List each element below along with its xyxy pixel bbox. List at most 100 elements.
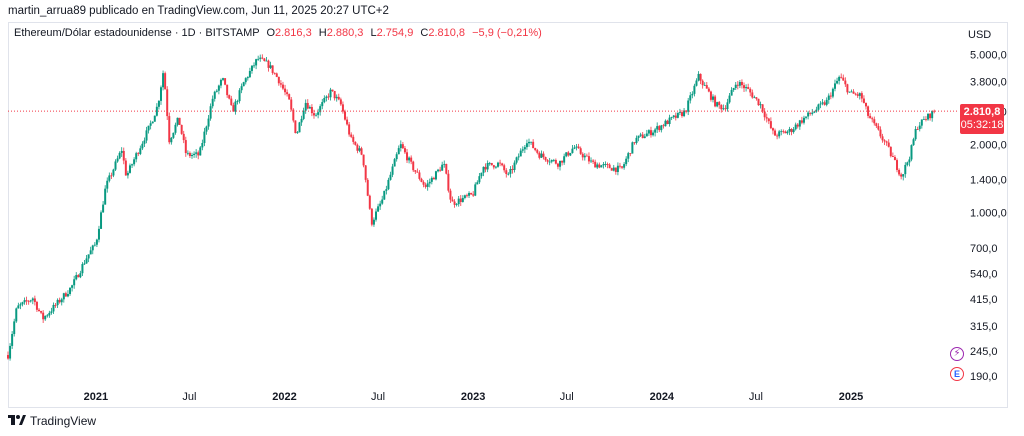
candle-body bbox=[317, 112, 320, 115]
candle-body bbox=[126, 172, 129, 176]
candle-body bbox=[782, 131, 785, 133]
candle-body bbox=[528, 141, 531, 144]
candle-body bbox=[778, 131, 781, 137]
candle-body bbox=[867, 106, 870, 116]
candle-body bbox=[660, 125, 663, 131]
candle-body bbox=[532, 141, 535, 149]
candle-body bbox=[689, 95, 692, 101]
candle-body bbox=[699, 73, 702, 81]
y-tick-label: 190,0 bbox=[970, 371, 998, 383]
candle-body bbox=[406, 152, 409, 161]
candle-body bbox=[468, 192, 471, 196]
candle-body bbox=[224, 78, 227, 85]
candle-body bbox=[279, 83, 282, 85]
candle-body bbox=[879, 129, 882, 137]
candle-body bbox=[410, 157, 413, 162]
candle-body bbox=[354, 141, 357, 145]
y-tick-label: 1.000,0 bbox=[970, 208, 1007, 220]
open-value: 2.816,3 bbox=[275, 27, 312, 39]
candle-body bbox=[230, 98, 233, 106]
candle-body bbox=[33, 298, 36, 302]
candle-body bbox=[242, 82, 245, 87]
candle-body bbox=[455, 204, 458, 205]
symbol-legend[interactable]: Ethereum/Dólar estadounidense · 1D · BIT… bbox=[14, 27, 542, 39]
candle-body bbox=[337, 96, 340, 100]
candle-body bbox=[420, 178, 423, 182]
candle-body bbox=[482, 166, 485, 173]
candle-body bbox=[929, 113, 932, 119]
candle-body bbox=[740, 82, 743, 86]
candle-body bbox=[281, 84, 284, 89]
candle-body bbox=[614, 167, 617, 172]
candle-body bbox=[616, 165, 619, 172]
candle-body bbox=[350, 134, 353, 137]
candle-body bbox=[133, 159, 136, 165]
candle-body bbox=[457, 198, 460, 205]
candle-body bbox=[358, 148, 361, 151]
candle-body bbox=[606, 164, 609, 165]
candle-body bbox=[871, 118, 874, 120]
candle-body bbox=[561, 160, 564, 163]
candle-body bbox=[199, 147, 202, 156]
x-tick-label: Jul bbox=[749, 391, 763, 403]
candle-body bbox=[920, 119, 923, 126]
candle-body bbox=[914, 129, 917, 140]
candle-body bbox=[515, 157, 518, 163]
earnings-event-icon[interactable]: E bbox=[950, 367, 964, 381]
candle-body bbox=[213, 91, 216, 99]
candle-body bbox=[381, 199, 384, 204]
y-tick-label: 700,0 bbox=[970, 243, 998, 255]
candle-body bbox=[579, 148, 582, 154]
candle-body bbox=[833, 83, 836, 89]
candle-body bbox=[377, 206, 380, 212]
candle-body bbox=[259, 57, 262, 59]
candle-body bbox=[910, 145, 913, 160]
candle-body bbox=[292, 109, 295, 121]
candle-body bbox=[238, 90, 241, 102]
candle-body bbox=[182, 133, 185, 141]
candle-body bbox=[805, 116, 808, 118]
candle-body bbox=[842, 77, 845, 81]
candle-body bbox=[503, 165, 506, 171]
candle-body bbox=[346, 119, 349, 125]
candle-body bbox=[434, 171, 437, 180]
candle-body bbox=[885, 141, 888, 143]
candle-body bbox=[234, 101, 237, 112]
candle-body bbox=[536, 150, 539, 153]
candle-body bbox=[298, 122, 301, 133]
candle-body bbox=[403, 148, 406, 153]
candle-body bbox=[472, 194, 475, 196]
candle-body bbox=[151, 121, 154, 124]
candle-body bbox=[73, 279, 76, 286]
flash-icon[interactable]: ⚡ bbox=[950, 347, 964, 361]
candle-body bbox=[519, 150, 522, 157]
candle-body bbox=[430, 177, 433, 182]
candle-body bbox=[769, 121, 772, 129]
candle-body bbox=[226, 84, 229, 96]
x-tick-label: 2025 bbox=[839, 391, 863, 403]
candle-body bbox=[176, 117, 179, 125]
candle-body bbox=[906, 162, 909, 165]
currency-label[interactable]: USD bbox=[968, 29, 992, 41]
candle-body bbox=[534, 148, 537, 151]
candle-body bbox=[565, 152, 568, 157]
candle-body bbox=[490, 162, 493, 166]
high-label: H bbox=[318, 27, 327, 39]
candle-body bbox=[637, 135, 640, 138]
x-tick-label: 2022 bbox=[272, 391, 296, 403]
candle-body bbox=[703, 85, 706, 86]
candle-body bbox=[399, 144, 402, 149]
candle-body bbox=[416, 171, 419, 173]
candle-body bbox=[838, 76, 841, 81]
candle-body bbox=[813, 111, 816, 113]
candle-body bbox=[375, 211, 378, 220]
candle-body bbox=[180, 124, 183, 134]
tradingview-logo[interactable]: TradingView bbox=[8, 414, 96, 428]
candle-body bbox=[720, 105, 723, 110]
candle-body bbox=[463, 195, 466, 198]
candle-body bbox=[821, 102, 824, 104]
candle-body bbox=[916, 129, 919, 130]
candle-body bbox=[755, 97, 758, 99]
candle-body bbox=[461, 197, 464, 203]
